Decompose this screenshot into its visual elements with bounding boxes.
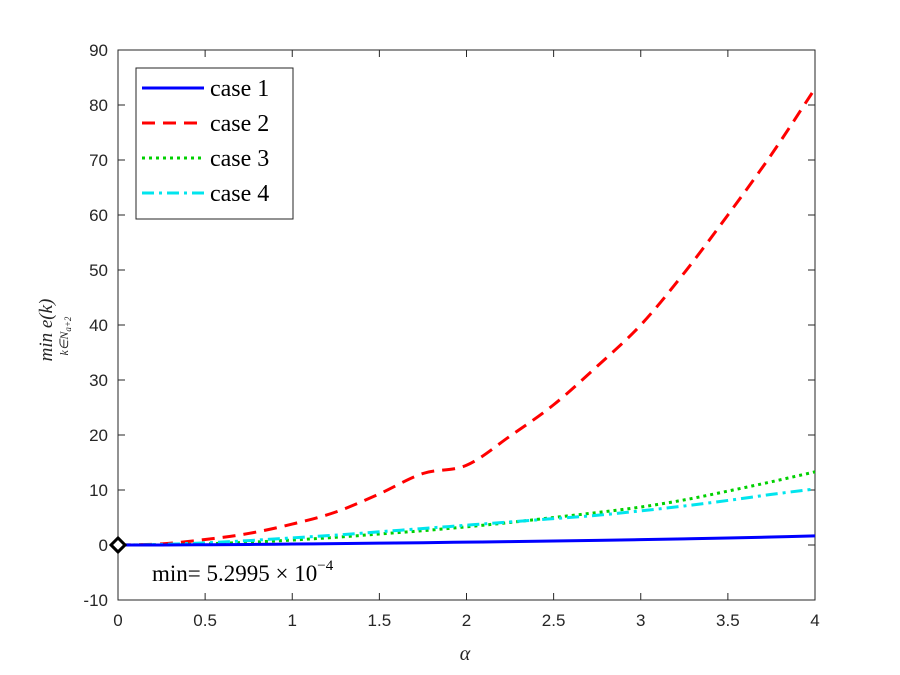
legend-label-case-3: case 3 <box>210 146 269 172</box>
y-tick-label: 40 <box>89 316 108 335</box>
y-tick-label: 60 <box>89 206 108 225</box>
legend-label-case-1: case 1 <box>210 76 269 102</box>
x-tick-label: 1 <box>288 611 297 630</box>
x-tick-label: 2.5 <box>542 611 566 630</box>
x-axis-label: α <box>460 643 471 665</box>
y-tick-label: 10 <box>89 481 108 500</box>
svg-text:k∈Na+2: k∈Na+2 <box>57 316 73 355</box>
y-tick-label: 20 <box>89 426 108 445</box>
x-tick-label: 4 <box>810 611 819 630</box>
y-tick-label: 90 <box>89 41 108 60</box>
series-layer <box>117 87 817 547</box>
x-tick-label: 2 <box>462 611 471 630</box>
series-line-case-4 <box>117 487 816 547</box>
series-line-case-2 <box>117 87 817 547</box>
x-tick-label: 1.5 <box>368 611 392 630</box>
y-axis-label-subsubscript: a+2 <box>63 316 73 332</box>
x-axis-ticks: 0 0.5 1 1.5 2 2.5 3 3.5 4 <box>113 50 820 630</box>
y-tick-label: 30 <box>89 371 108 390</box>
legend-label-case-2: case 2 <box>210 111 269 137</box>
legend: case 1 case 2 case 3 case 4 <box>135 67 294 220</box>
y-tick-label: 70 <box>89 151 108 170</box>
y-tick-label: 80 <box>89 96 108 115</box>
y-tick-label: 0 <box>99 536 108 555</box>
x-tick-label: 3.5 <box>716 611 740 630</box>
x-tick-label: 0.5 <box>193 611 217 630</box>
y-tick-label: -10 <box>83 591 108 610</box>
y-axis-label-main: min e(k) <box>36 299 57 362</box>
min-annotation: min= 5.2995 × 10−4 <box>152 558 334 586</box>
legend-items: case 1 case 2 case 3 case 4 <box>142 76 269 207</box>
y-axis-label-subscript: k∈N <box>57 331 71 356</box>
min-annotation-exponent: −4 <box>317 558 333 574</box>
y-tick-label: 50 <box>89 261 108 280</box>
marker-layer <box>108 535 128 555</box>
y-axis-ticks: -10 0 10 20 30 40 50 60 70 80 90 <box>83 41 815 610</box>
x-tick-label: 3 <box>636 611 645 630</box>
series-line-case-1 <box>117 534 816 547</box>
legend-label-case-4: case 4 <box>210 181 269 207</box>
y-axis-label: min e(k) k∈Na+2 <box>36 299 73 362</box>
x-tick-label: 0 <box>113 611 122 630</box>
min-point-marker <box>108 535 128 555</box>
series-line-case-3 <box>117 470 816 547</box>
legend-box <box>135 67 294 220</box>
min-annotation-text: min= 5.2995 × 10 <box>152 561 317 586</box>
svg-text:min e(k): min e(k) <box>36 299 57 362</box>
